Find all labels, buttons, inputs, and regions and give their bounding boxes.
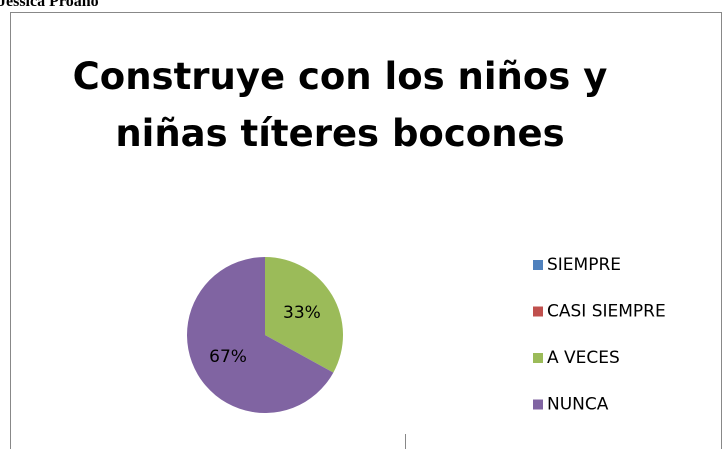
legend-label: NUNCA [547,395,609,415]
legend-label: CASI SIEMPRE [547,302,666,322]
legend-swatch [533,353,543,363]
legend-swatch [533,399,543,410]
data-label: 67% [209,347,247,367]
legend-label: A VECES [547,348,620,368]
legend-swatch [533,306,543,317]
legend-swatch [533,260,543,270]
pie-slice [265,257,344,373]
chart-title: Construye con los niños y niñas títeres … [72,55,608,155]
caption: Jessica Proaño [0,0,99,10]
pie-slice [187,257,334,413]
data-label: 33% [283,303,321,323]
legend-label: SIEMPRE [547,255,621,275]
chart-frame [10,12,722,449]
